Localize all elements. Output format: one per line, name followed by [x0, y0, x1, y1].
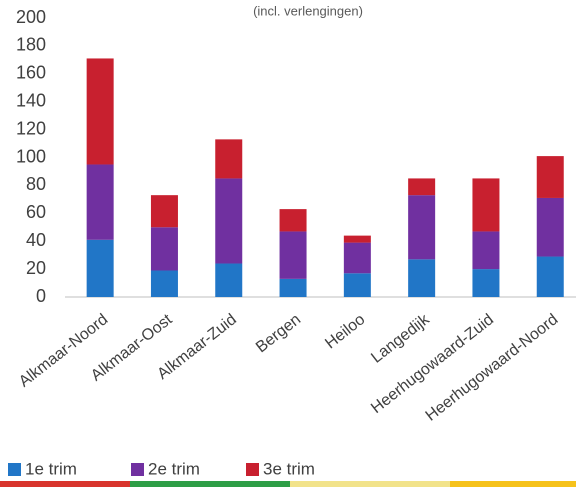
- legend-label: 1e trim: [25, 459, 77, 478]
- bar-segment: [215, 139, 243, 179]
- y-tick-label: 60: [26, 202, 46, 222]
- bar-segment: [215, 263, 243, 297]
- legend-label: 3e trim: [263, 459, 315, 478]
- bar-segment: [86, 164, 114, 240]
- y-tick-label: 80: [26, 174, 46, 194]
- bar-segment: [150, 195, 178, 228]
- bar-segment: [536, 256, 564, 297]
- x-tick-label: Bergen: [253, 311, 304, 356]
- bar-segment: [472, 231, 500, 270]
- bar-segment: [279, 209, 307, 232]
- bar-segment: [472, 269, 500, 297]
- stripe: [450, 481, 576, 487]
- legend-swatch: [131, 463, 144, 476]
- stripe: [290, 481, 450, 487]
- legend-label: 2e trim: [148, 459, 200, 478]
- chart-subtitle: (incl. verlengingen): [253, 3, 363, 18]
- bar-segment: [472, 178, 500, 232]
- y-tick-label: 200: [16, 7, 46, 27]
- bar-segment: [408, 195, 436, 260]
- y-tick-label: 180: [16, 35, 46, 55]
- stripe: [130, 481, 290, 487]
- y-tick-label: 160: [16, 63, 46, 83]
- y-tick-label: 100: [16, 146, 46, 166]
- x-tick-label: Langedijk: [368, 310, 433, 366]
- bar-segment: [343, 273, 371, 297]
- bar-segment: [150, 227, 178, 271]
- bar-segment: [536, 156, 564, 198]
- bar-segment: [86, 239, 114, 297]
- legend-swatch: [246, 463, 259, 476]
- bar-segment: [343, 242, 371, 274]
- y-tick-label: 120: [16, 118, 46, 138]
- y-tick-label: 140: [16, 90, 46, 110]
- y-tick-label: 0: [36, 286, 46, 306]
- bar-segment: [86, 58, 114, 165]
- x-tick-label: Heiloo: [322, 311, 368, 352]
- y-tick-label: 20: [26, 258, 46, 278]
- bar-segment: [279, 278, 307, 297]
- bar-segment: [279, 231, 307, 279]
- bar-segment: [408, 178, 436, 196]
- y-tick-label: 40: [26, 230, 46, 250]
- legend-swatch: [8, 463, 21, 476]
- bar-segment: [215, 178, 243, 264]
- bar-segment: [408, 259, 436, 297]
- bar-segment: [150, 270, 178, 297]
- x-tick-label: Heerhugowaard-Zuid: [368, 311, 497, 417]
- bar-segment: [536, 197, 564, 257]
- bar-segment: [343, 235, 371, 243]
- stripe: [0, 481, 130, 487]
